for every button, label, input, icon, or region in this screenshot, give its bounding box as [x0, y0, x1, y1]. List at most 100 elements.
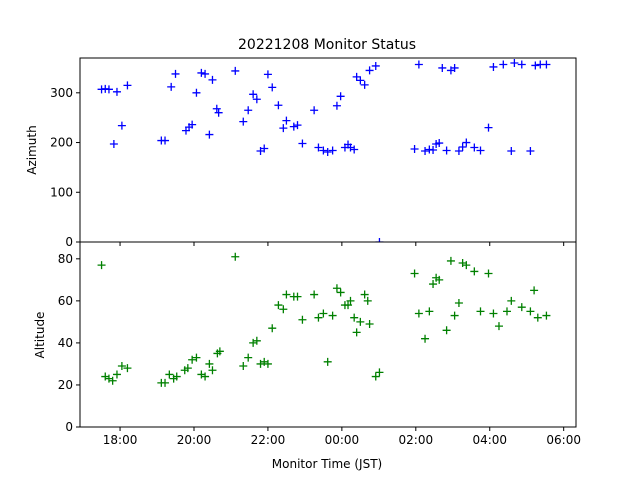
azimuth-point	[244, 106, 253, 115]
altitude-point	[112, 370, 121, 379]
azimuth-point	[282, 116, 291, 125]
azimuth-point	[470, 143, 479, 152]
azimuth-point	[442, 146, 451, 155]
x-tick-label: 22:00	[251, 433, 286, 447]
altitude-ytick-label: 20	[58, 378, 73, 392]
azimuth-point	[314, 143, 323, 152]
altitude-point	[172, 372, 181, 381]
altitude-point	[533, 313, 542, 322]
altitude-point	[215, 347, 224, 356]
altitude-point	[268, 324, 277, 333]
altitude-point	[542, 311, 551, 320]
azimuth-point	[298, 139, 307, 148]
altitude-point	[375, 368, 384, 377]
azimuth-point	[356, 76, 365, 85]
altitude-point	[161, 378, 170, 387]
altitude-ytick-label: 60	[58, 294, 73, 308]
altitude-point	[360, 290, 369, 299]
altitude-point	[249, 338, 258, 347]
altitude-point	[201, 372, 210, 381]
altitude-axis-label: Altitude	[33, 312, 47, 359]
altitude-point	[458, 259, 467, 268]
altitude-point	[410, 269, 419, 278]
altitude-point	[279, 305, 288, 314]
azimuth-point	[260, 144, 269, 153]
azimuth-point	[212, 104, 221, 113]
altitude-point	[470, 267, 479, 276]
altitude-point	[97, 261, 106, 270]
azimuth-point	[484, 123, 493, 132]
altitude-point	[260, 357, 269, 366]
azimuth-point	[252, 95, 261, 104]
azimuth-point	[171, 69, 180, 78]
altitude-point	[108, 376, 117, 385]
azimuth-point	[352, 72, 361, 81]
chart-title: 20221208 Monitor Status	[238, 37, 416, 53]
plot-layer: 0 100 200 300 0 20 40 60 80 18:00 20:00 22:00 00:00 0…	[50, 57, 581, 447]
altitude-point	[476, 307, 485, 316]
azimuth-point	[109, 140, 118, 149]
azimuth-point	[438, 63, 447, 72]
azimuth-point	[371, 61, 380, 70]
altitude-point	[454, 298, 463, 307]
azimuth-point	[332, 101, 341, 110]
azimuth-point	[531, 61, 540, 70]
azimuth-point	[205, 130, 214, 139]
altitude-point	[252, 336, 261, 345]
azimuth-point	[499, 60, 508, 69]
x-tick-label: 18:00	[103, 433, 138, 447]
altitude-point	[489, 309, 498, 318]
altitude-point	[310, 290, 319, 299]
x-tick-label: 04:00	[472, 433, 507, 447]
altitude-point	[336, 288, 345, 297]
azimuth-point	[214, 108, 223, 117]
azimuth-point	[188, 120, 197, 129]
altitude-point	[314, 313, 323, 322]
azimuth-point	[360, 80, 369, 89]
altitude-point	[231, 252, 240, 261]
altitude-point	[117, 362, 126, 371]
altitude-point	[346, 296, 355, 305]
altitude-ytick-label: 0	[65, 420, 73, 434]
altitude-point	[425, 307, 434, 316]
altitude-point	[192, 353, 201, 362]
azimuth-point	[104, 85, 113, 94]
x-tick-label: 02:00	[399, 433, 434, 447]
azimuth-point	[323, 147, 332, 156]
azimuth-point	[542, 60, 551, 69]
altitude-point	[344, 301, 353, 310]
azimuth-point	[507, 146, 516, 155]
azimuth-point	[231, 66, 240, 75]
azimuth-point	[161, 136, 170, 145]
altitude-point	[484, 269, 493, 278]
azimuth-point	[289, 122, 298, 131]
azimuth-point	[421, 146, 430, 155]
azimuth-point	[414, 60, 423, 69]
azimuth-point	[123, 81, 132, 90]
x-tick-label: 00:00	[325, 433, 360, 447]
azimuth-point	[112, 87, 121, 96]
altitude-point	[282, 290, 291, 299]
altitude-point	[323, 357, 332, 366]
azimuth-point	[450, 63, 459, 72]
azimuth-point	[517, 60, 526, 69]
azimuth-point	[350, 145, 359, 154]
azimuth-point	[365, 66, 374, 75]
azimuth-point	[279, 124, 288, 133]
altitude-point	[356, 317, 365, 326]
altitude-point	[450, 311, 459, 320]
azimuth-point	[458, 143, 467, 152]
altitude-point	[421, 334, 430, 343]
altitude-point	[319, 309, 328, 318]
azimuth-point	[310, 106, 319, 115]
azimuth-point	[249, 90, 258, 99]
altitude-point	[365, 319, 374, 328]
altitude-point	[328, 311, 337, 320]
azimuth-point	[328, 146, 337, 155]
azimuth-ytick-label: 0	[65, 235, 73, 249]
azimuth-point	[410, 145, 419, 154]
azimuth-point	[197, 68, 206, 77]
azimuth-ytick-label: 300	[50, 86, 73, 100]
azimuth-point	[346, 143, 355, 152]
